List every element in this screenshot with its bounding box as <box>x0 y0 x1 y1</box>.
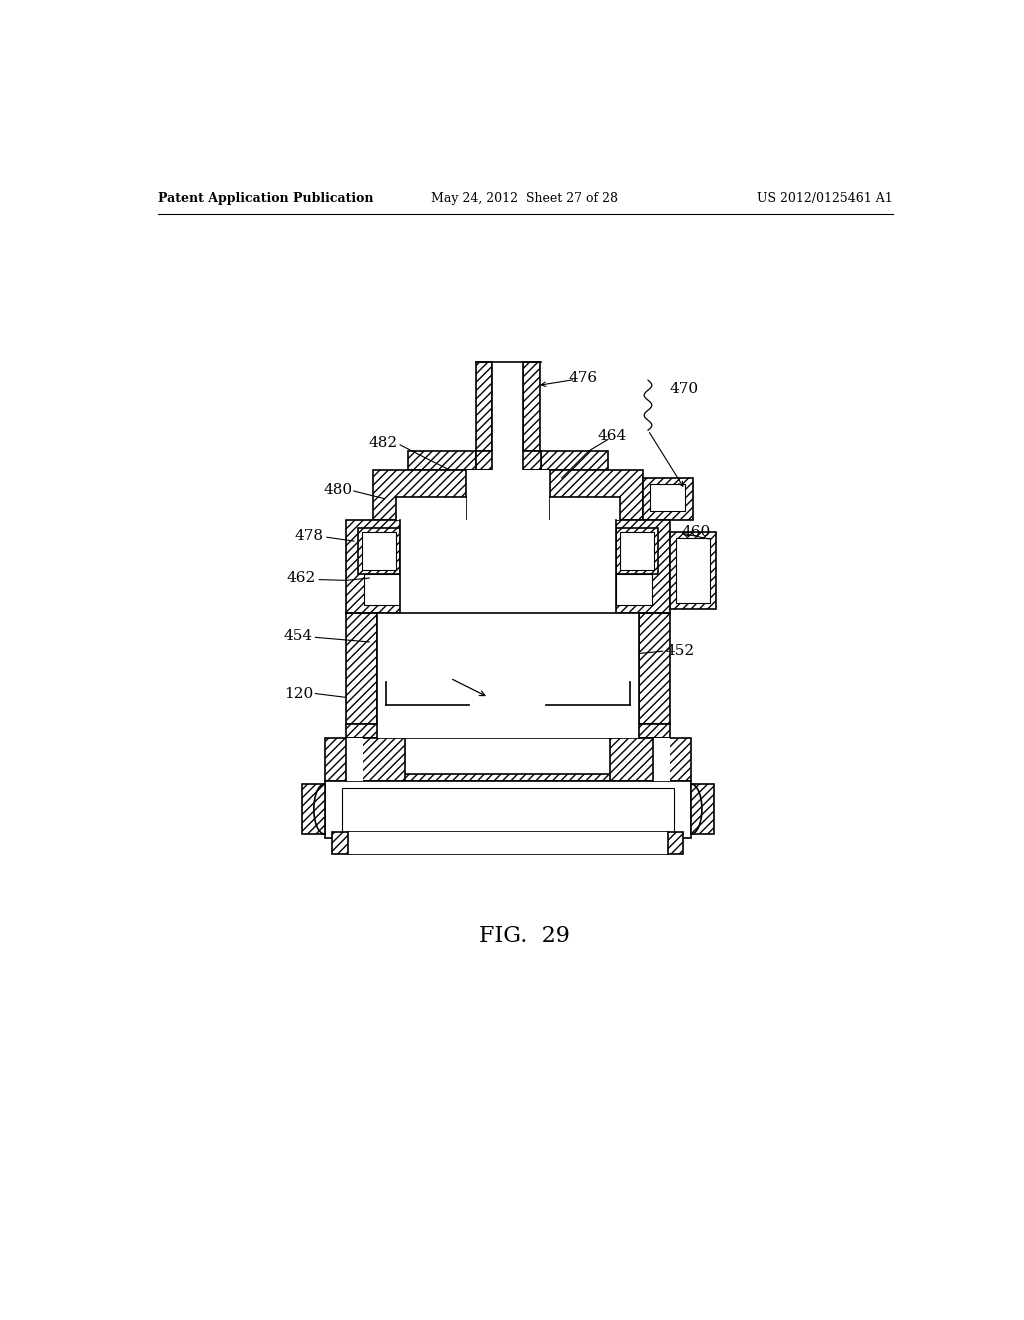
Bar <box>670 532 716 609</box>
Text: 480: 480 <box>324 483 353 496</box>
Bar <box>643 478 692 520</box>
Bar <box>650 484 685 511</box>
Text: May 24, 2012  Sheet 27 of 28: May 24, 2012 Sheet 27 of 28 <box>431 191 618 205</box>
Bar <box>386 632 469 682</box>
Bar <box>325 738 406 780</box>
Bar <box>346 725 670 738</box>
Bar <box>639 612 670 725</box>
Text: 462: 462 <box>287 572 316 585</box>
Bar <box>357 528 400 574</box>
Bar <box>400 520 615 612</box>
Bar <box>523 363 541 451</box>
Text: FIG.  29: FIG. 29 <box>479 925 570 948</box>
Bar <box>475 451 541 470</box>
Text: 478: 478 <box>295 529 324 543</box>
Bar <box>493 363 523 451</box>
Bar <box>325 780 691 838</box>
Bar <box>550 498 620 520</box>
Text: Patent Application Publication: Patent Application Publication <box>158 191 373 205</box>
Bar <box>478 612 538 709</box>
Bar <box>355 775 660 780</box>
Bar <box>346 738 364 780</box>
Bar <box>342 788 674 834</box>
Bar <box>377 612 639 725</box>
Bar <box>691 784 714 834</box>
Bar <box>610 738 691 780</box>
Text: 120: 120 <box>284 686 313 701</box>
Bar <box>377 725 639 738</box>
Bar <box>364 574 400 605</box>
Bar <box>676 539 710 603</box>
Bar <box>373 470 643 520</box>
Text: 470: 470 <box>670 383 698 396</box>
Text: 464: 464 <box>597 429 627 442</box>
Bar <box>493 451 523 470</box>
Bar <box>408 451 475 470</box>
Bar <box>348 832 668 854</box>
Text: 482: 482 <box>369 437 397 450</box>
Bar <box>396 498 466 520</box>
Polygon shape <box>497 837 518 849</box>
Bar <box>620 532 654 570</box>
Bar <box>467 693 490 713</box>
Text: 454: 454 <box>284 628 313 643</box>
Text: 476: 476 <box>568 371 598 385</box>
Bar <box>547 632 630 682</box>
Text: 452: 452 <box>666 644 695 659</box>
Bar <box>617 738 660 780</box>
Bar <box>333 832 683 854</box>
Bar <box>541 451 608 470</box>
Bar <box>301 784 325 834</box>
Bar <box>652 738 670 780</box>
Bar <box>361 532 396 570</box>
Bar <box>475 363 493 451</box>
Bar <box>346 520 670 612</box>
Bar <box>466 470 550 520</box>
Bar <box>500 693 523 713</box>
Text: US 2012/0125461 A1: US 2012/0125461 A1 <box>757 191 893 205</box>
Text: 460: 460 <box>681 525 711 539</box>
Bar <box>346 612 377 725</box>
Bar <box>615 574 652 605</box>
Bar <box>355 738 397 780</box>
Bar <box>615 528 658 574</box>
